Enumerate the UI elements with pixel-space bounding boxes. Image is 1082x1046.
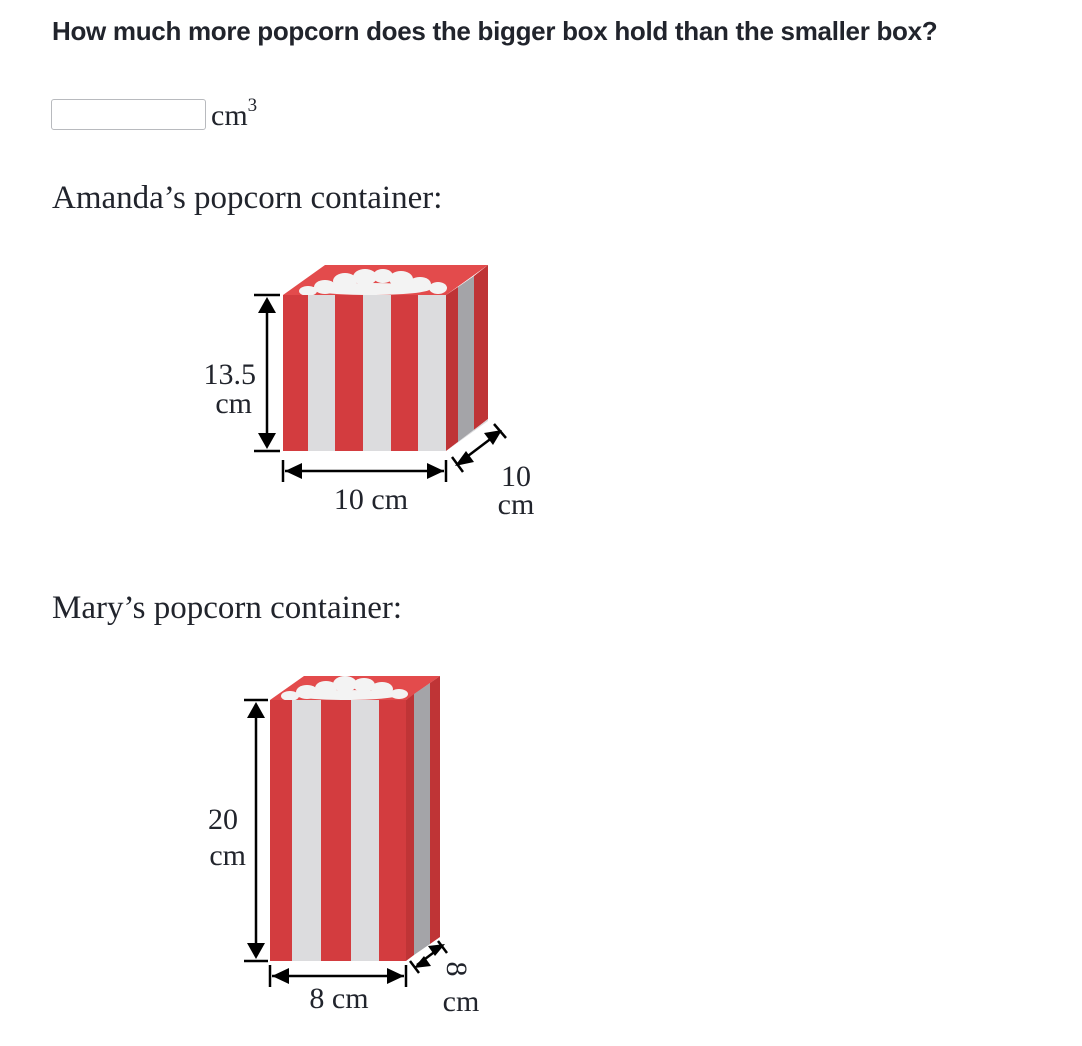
amanda-width-label: 10 cm xyxy=(334,483,408,516)
amanda-box-front xyxy=(283,295,446,451)
answer-unit-exponent: 3 xyxy=(247,94,258,116)
amanda-height-unit: cm xyxy=(215,387,252,420)
mary-height-dimension xyxy=(244,698,268,963)
amanda-height-dimension xyxy=(254,293,280,453)
amanda-depth-value: 10 xyxy=(501,460,531,493)
mary-box-front xyxy=(270,700,406,961)
mary-depth-value: 8 xyxy=(440,962,473,977)
mary-width-dimension xyxy=(268,965,408,987)
mary-box-side xyxy=(406,676,440,961)
amanda-depth-unit: cm xyxy=(498,488,535,521)
mary-depth-unit: cm xyxy=(443,985,480,1018)
mary-container-label: Mary’s popcorn container: xyxy=(52,590,403,626)
mary-width-label: 8 cm xyxy=(309,982,368,1015)
amanda-height-value: 13.5 xyxy=(204,358,257,391)
amanda-box-side xyxy=(446,265,488,451)
mary-height-unit: cm xyxy=(209,839,246,872)
mary-popcorn xyxy=(281,676,408,701)
amanda-container-figure: 13.5 cm 10 cm 10 cm xyxy=(204,265,535,521)
mary-depth-dimension xyxy=(409,940,448,974)
amanda-depth-dimension xyxy=(450,423,507,473)
answer-unit-text: cm xyxy=(211,98,248,132)
answer-row: cm3 xyxy=(51,95,257,133)
amanda-width-dimension xyxy=(281,460,448,482)
answer-input[interactable] xyxy=(51,98,206,130)
question-text: How much more popcorn does the bigger bo… xyxy=(52,16,938,46)
amanda-container-label: Amanda’s popcorn container: xyxy=(52,180,443,216)
mary-container-figure: 20 cm 8 cm 8 cm xyxy=(208,676,480,1018)
mary-height-value: 20 xyxy=(208,803,238,836)
amanda-popcorn xyxy=(299,269,447,296)
answer-unit: cm3 xyxy=(211,94,258,133)
